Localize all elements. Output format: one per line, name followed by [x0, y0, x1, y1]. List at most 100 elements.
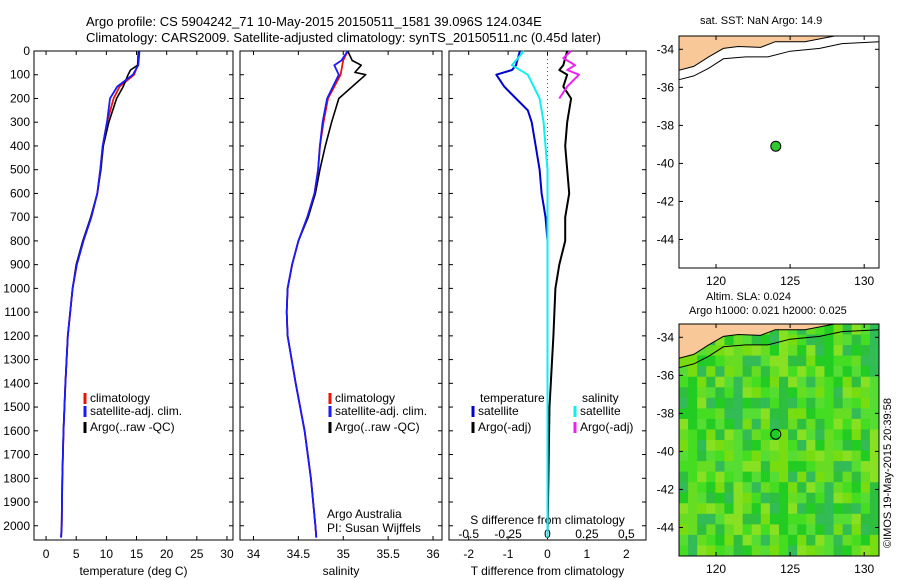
- sla-cell: [760, 524, 771, 536]
- sla-cell: [715, 429, 725, 441]
- sla-cell: [806, 366, 816, 378]
- sla-cell: [724, 429, 735, 441]
- sla-cell: [697, 513, 707, 525]
- sla-cell: [851, 366, 862, 378]
- sla-cell: [797, 376, 807, 388]
- sla-cell: [824, 418, 835, 430]
- y-tick-label: 1400: [3, 376, 30, 390]
- sla-cell: [724, 355, 735, 367]
- sla-cell: [869, 513, 880, 525]
- sla-map-title: Altim. SLA: 0.024: [706, 291, 791, 303]
- sla-cell: [842, 345, 853, 357]
- sla-cell: [715, 450, 725, 462]
- sla-cell: [869, 534, 880, 546]
- land: [678, 35, 879, 71]
- sla-cell: [860, 524, 871, 536]
- sla-cell: [697, 450, 707, 462]
- sla-cell: [806, 461, 816, 473]
- map-x-tick-label: 120: [706, 274, 726, 288]
- sla-cell: [742, 440, 753, 452]
- sla-cell: [797, 513, 807, 525]
- sla-cell: [797, 397, 807, 409]
- sla-cell: [806, 534, 816, 546]
- sla-cell: [833, 387, 844, 399]
- sla-cell: [679, 355, 689, 367]
- sla-cell: [760, 450, 771, 462]
- sla-cell: [797, 366, 807, 378]
- sla-cell: [742, 408, 753, 420]
- sla-cell: [842, 450, 853, 462]
- sla-cell: [869, 503, 880, 515]
- sla-cell: [769, 545, 780, 557]
- sla-cell: [688, 492, 698, 504]
- legend-sat-S-label: satellite: [580, 404, 621, 418]
- temperature-panel: 0100200300400500600700800900100011001200…: [3, 44, 234, 578]
- sla-cell: [688, 534, 698, 546]
- sla-cell: [815, 524, 825, 536]
- sla-cell: [833, 429, 844, 441]
- sla-cell: [688, 387, 698, 399]
- sla-cell: [715, 345, 725, 357]
- sla-cell: [697, 482, 707, 494]
- map-x-tick-label: 120: [706, 562, 726, 576]
- map-y-tick-label: -38: [657, 118, 675, 132]
- sla-cell: [706, 345, 716, 357]
- sla-cell: [833, 440, 844, 452]
- sla-cell: [688, 429, 698, 441]
- sla-cell: [869, 450, 880, 462]
- sla-cell: [706, 440, 716, 452]
- sla-cell: [851, 418, 862, 430]
- sla-cell: [797, 408, 807, 420]
- sla-cell: [697, 429, 707, 441]
- sla-cell: [760, 461, 771, 473]
- sla-cell: [688, 376, 698, 388]
- sla-cell: [760, 376, 771, 388]
- sla-cell: [706, 524, 716, 536]
- sla-cell: [806, 503, 816, 515]
- sla-cell: [824, 471, 835, 483]
- legend-argo-S-label: Argo(-adj): [580, 420, 633, 434]
- sla-cell: [760, 418, 771, 430]
- sla-cell: [851, 376, 862, 388]
- sla-cell: [697, 440, 707, 452]
- sla-cell: [706, 429, 716, 441]
- x-tick-label: 35: [337, 547, 351, 561]
- sla-cell: [851, 408, 862, 420]
- sla-cell: [779, 408, 789, 420]
- sla-cell: [806, 334, 816, 346]
- sla-cell: [842, 492, 853, 504]
- y-tick-label: 300: [10, 115, 30, 129]
- sla-cell: [742, 471, 753, 483]
- sla-cell: [842, 355, 853, 367]
- sla-cell: [842, 418, 853, 430]
- sla-cell: [751, 545, 762, 557]
- sla-cell: [869, 492, 880, 504]
- sla-cell: [806, 545, 816, 557]
- sla-cell: [688, 355, 698, 367]
- legend-sat-T-label: satellite: [478, 404, 519, 418]
- sla-cell: [760, 492, 771, 504]
- legend-satellite-clim-line-label: satellite-adj. clim.: [90, 404, 182, 418]
- sla-cell: [760, 334, 771, 346]
- sla-cell: [742, 366, 753, 378]
- sla-cell: [860, 440, 871, 452]
- sla-cell: [751, 503, 762, 515]
- x-axis-label: T difference from climatology: [471, 564, 625, 578]
- sla-cell: [733, 492, 744, 504]
- sla-cell: [779, 534, 789, 546]
- sla-cell: [688, 461, 698, 473]
- sla-cell: [860, 334, 871, 346]
- credit-line2: PI: Susan Wijffels: [327, 521, 421, 535]
- sla-cell: [715, 482, 725, 494]
- sla-cell: [833, 461, 844, 473]
- sla-cell: [769, 513, 780, 525]
- sla-cell: [760, 513, 771, 525]
- y-tick-label: 1800: [3, 471, 30, 485]
- sla-cell: [833, 503, 844, 515]
- map-x-tick-label: 130: [854, 562, 874, 576]
- argo-location-marker: [770, 428, 782, 440]
- sla-cell: [733, 534, 744, 546]
- sla-cell: [824, 461, 835, 473]
- credit-line1: Argo Australia: [327, 507, 402, 521]
- sla-cell: [688, 440, 698, 452]
